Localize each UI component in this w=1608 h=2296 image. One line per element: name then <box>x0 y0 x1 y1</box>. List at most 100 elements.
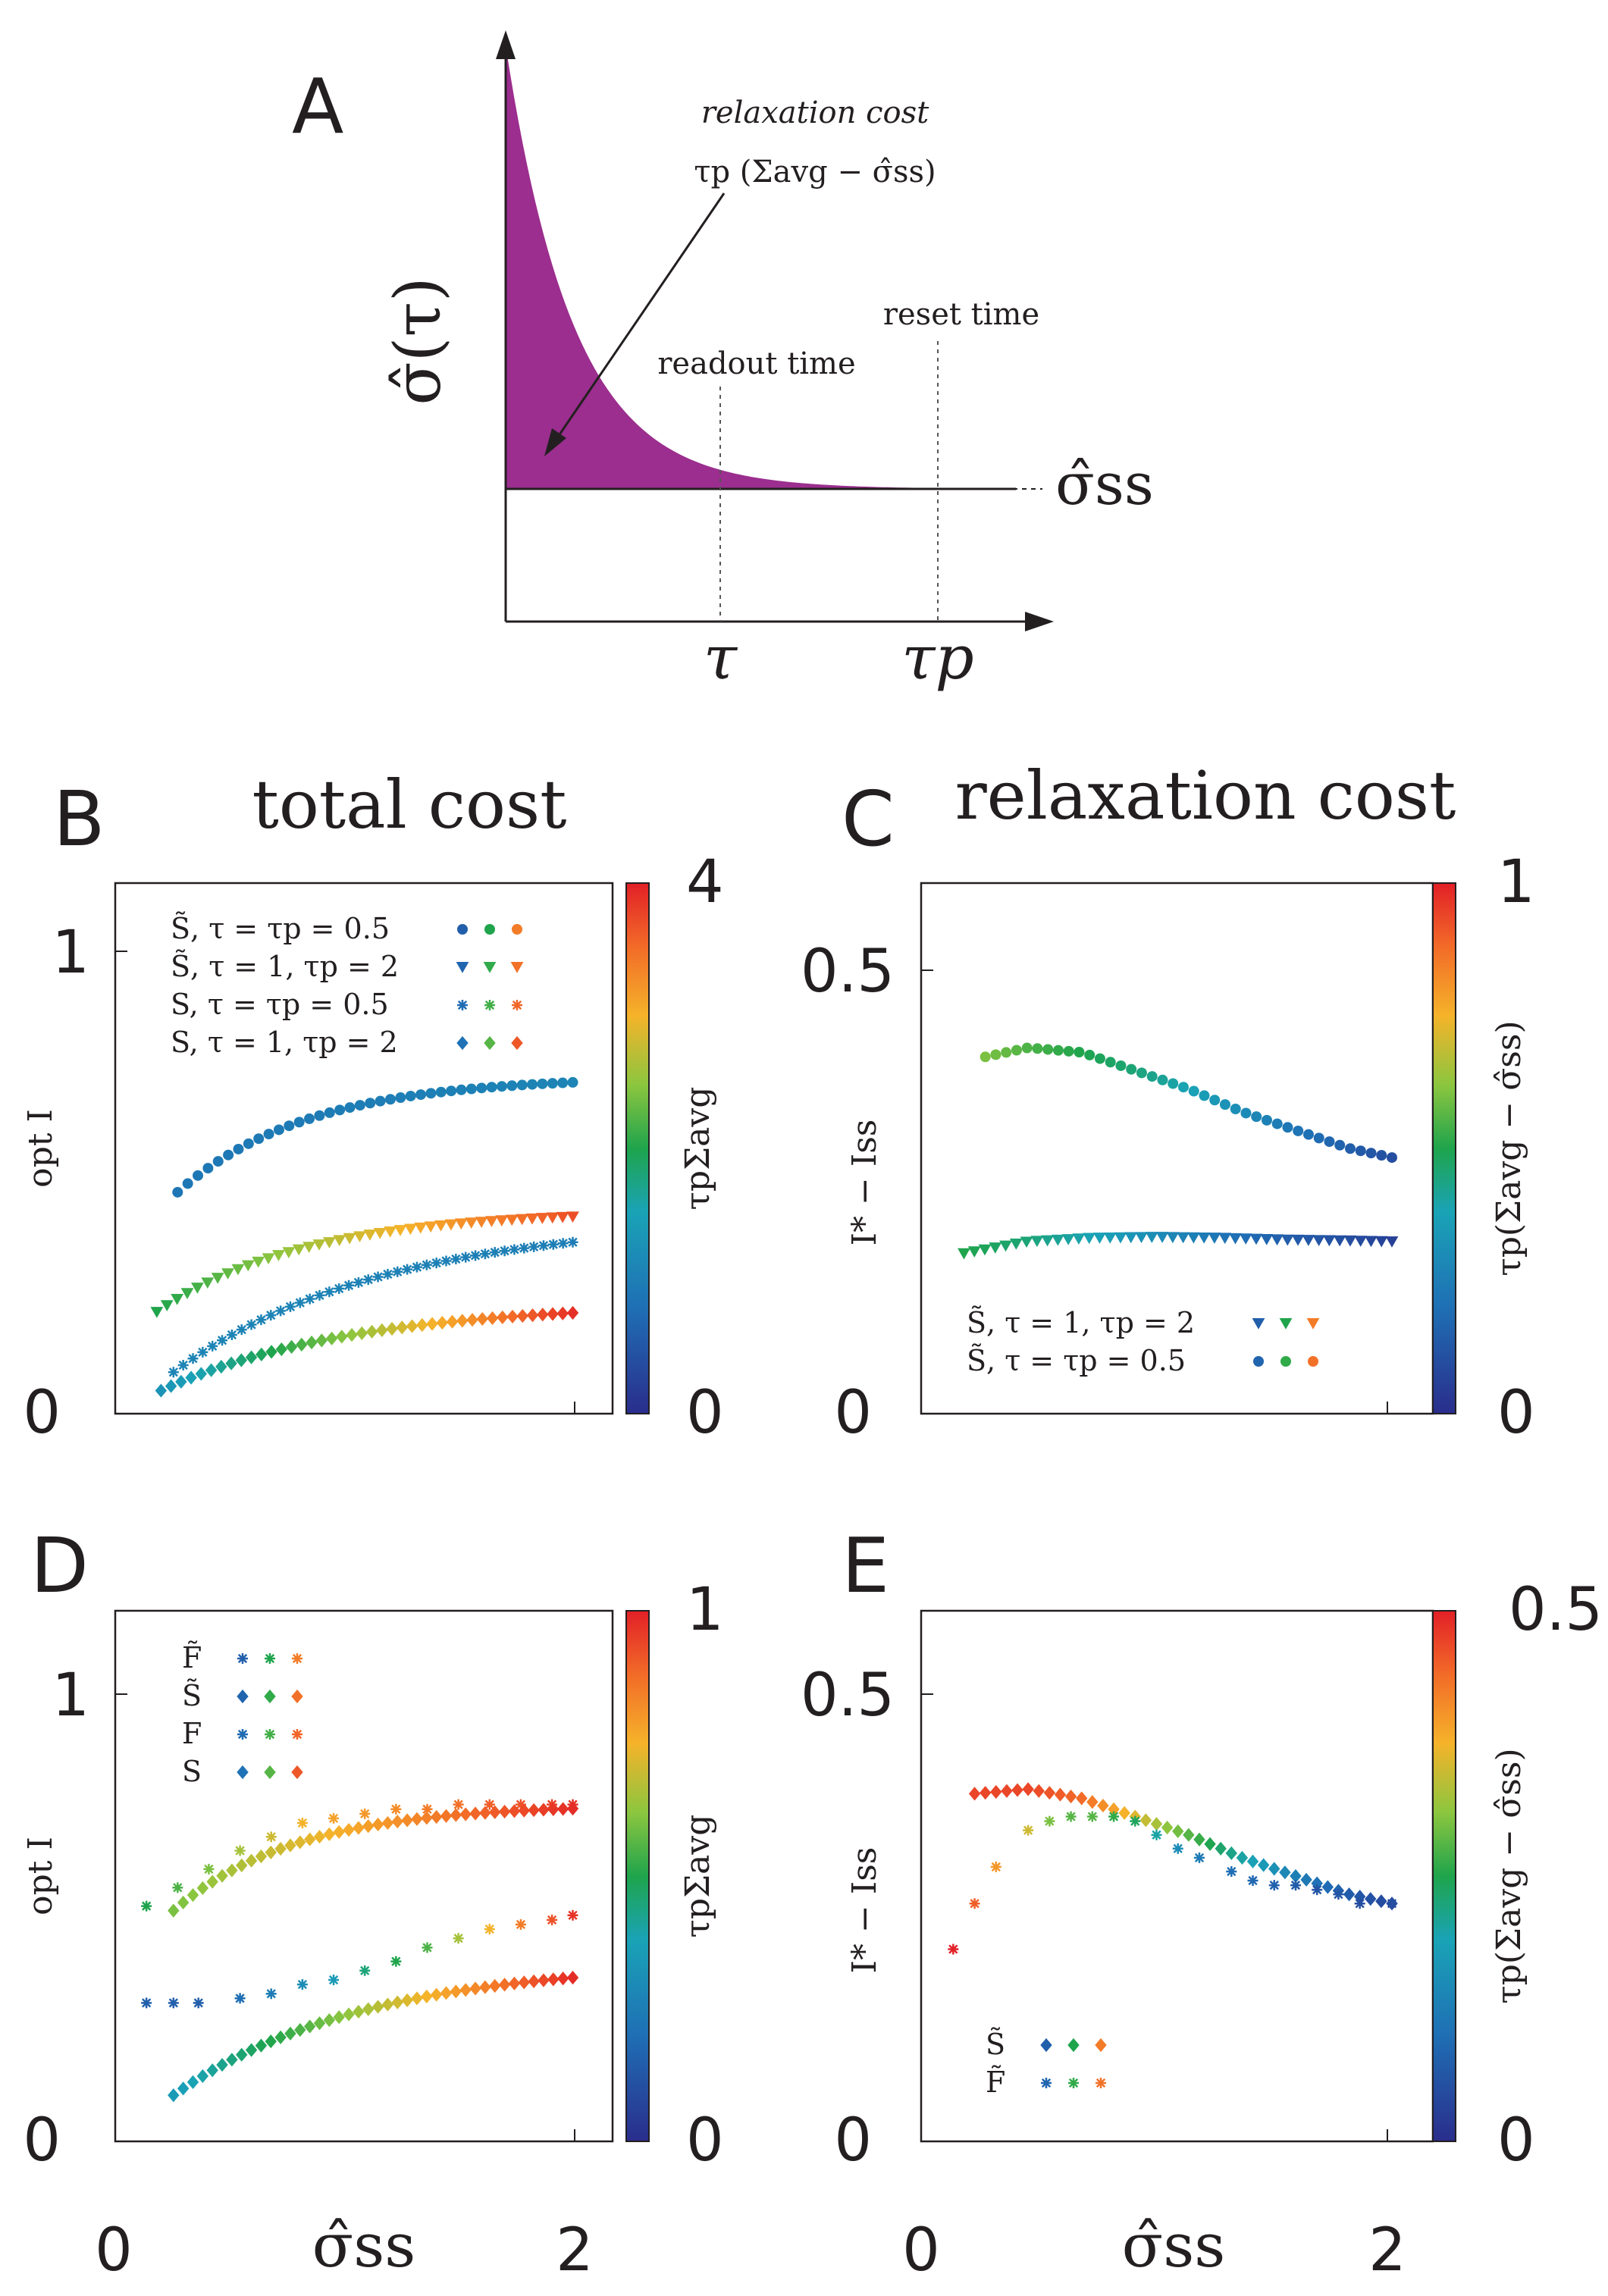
panel-b-series-3-point <box>416 1317 428 1333</box>
panel-label-e: E <box>842 1521 889 1610</box>
panel-e-colorbar <box>1432 1610 1456 2142</box>
panel-b-series-3-point <box>205 1363 218 1377</box>
panel-d-series-3-point <box>313 2016 326 2031</box>
panel-c-series-1-point <box>1260 1234 1274 1245</box>
readout-time-label: readout time <box>657 346 855 381</box>
annotation-arrowhead <box>544 428 566 456</box>
panel-b-series-3-point <box>175 1374 187 1389</box>
panel-b-series-3-point <box>356 1326 368 1340</box>
panel-e-series-0-point <box>1204 1837 1216 1851</box>
panel-d-series-1-point <box>381 1815 394 1831</box>
panel-b-series-1-point <box>322 1237 336 1248</box>
panel-d-series-3-point <box>381 1997 394 2012</box>
panel-b-series-0-point <box>435 1086 447 1098</box>
panel-b-series-0-point <box>293 1117 305 1128</box>
panel-b-series-2-point <box>236 1324 247 1336</box>
panel-d-series-0-point <box>203 1863 215 1875</box>
panel-d-series-0-point <box>328 1812 340 1824</box>
panel-e-ytick-label-0: 0 <box>834 2106 872 2175</box>
panel-c-series-1-point <box>978 1244 992 1256</box>
legend-c-1: S̃, τ = τp = 0.5 <box>967 1344 1186 1377</box>
panel-d-marks <box>141 1799 579 2103</box>
panel-e-series-0-point <box>1257 1858 1270 1872</box>
panel-c-series-1-point <box>1197 1232 1211 1244</box>
panel-b-series-2-point <box>547 1239 559 1250</box>
panel-d-series-3-point <box>362 2002 375 2016</box>
panel-d-series-2-point <box>328 1974 340 1985</box>
panel-b-series-3-point <box>547 1307 559 1321</box>
legend-e-1: F̃ <box>986 2066 1005 2099</box>
panel-b-series-1-point <box>171 1293 184 1305</box>
panel-e-frame <box>920 1609 1434 2143</box>
panel-d-series-1-point <box>313 1829 326 1844</box>
panel-d-series-1-point <box>411 1812 423 1826</box>
panel-b-series-1-point <box>384 1226 397 1238</box>
panel-b-series-3-point <box>446 1314 459 1329</box>
panel-e-series-0-point <box>1022 1782 1034 1796</box>
panel-d-series-3-point <box>401 1993 413 2007</box>
panel-d-series-3-point <box>245 2043 258 2057</box>
panel-b-legend-marker-2 <box>512 1000 522 1010</box>
panel-e-series-1-point <box>1354 1898 1365 1909</box>
legend-b-1: S̃, τ = 1, τp = 2 <box>171 950 399 983</box>
panel-d-series-3-point <box>459 1983 472 1997</box>
panel-d-series-1-point <box>265 1845 277 1859</box>
panel-b-series-2-point <box>177 1360 189 1371</box>
panel-d-series-3-point <box>303 2019 316 2034</box>
panel-c-cbar-label: τp(Σavg − σ̂ss) <box>1490 1020 1528 1276</box>
panel-d-cbar-label: τpΣavg <box>679 1815 717 1938</box>
panel-e-legend-marker-1 <box>1068 2078 1079 2088</box>
panel-d-legend: F̃ S̃ F S <box>182 1641 303 1788</box>
panel-b-series-2-point <box>392 1266 403 1277</box>
panel-b-series-3-point <box>325 1331 338 1345</box>
panel-b-series-3-point <box>386 1321 398 1336</box>
panel-b-series-2-point <box>528 1241 540 1252</box>
panel-e-xtick-label-2: 2 <box>1368 2216 1406 2285</box>
panel-b-legend-marker-0 <box>512 924 522 935</box>
panel-c-series-0-point <box>980 1051 991 1063</box>
panel-b-series-1-point <box>241 1260 255 1272</box>
panel-e-series-0-point <box>1375 1894 1387 1909</box>
panel-b-series-0-point <box>516 1079 528 1091</box>
panel-d-series-1-point <box>421 1811 433 1825</box>
panel-d-series-3-point <box>353 2004 365 2019</box>
legend-e-0: S̃ <box>986 2028 1005 2061</box>
panel-d-series-1-point <box>187 1887 199 1903</box>
panel-c-series-1-point <box>999 1240 1012 1252</box>
panel-d-series-1-point <box>538 1803 550 1817</box>
panel-b-series-3-point <box>436 1315 448 1330</box>
panel-b-series-3-point <box>537 1308 549 1322</box>
panel-d-series-1-point <box>401 1813 413 1828</box>
panel-b-series-3-point <box>566 1305 579 1320</box>
panel-b-series-2-point <box>470 1250 481 1261</box>
panel-d-series-2-point <box>567 1909 578 1921</box>
panel-c-series-0-point <box>1074 1046 1085 1057</box>
panel-b-series-2-point <box>402 1264 413 1275</box>
panel-c-series-0-point <box>1271 1118 1283 1129</box>
panel-c-series-1-point <box>1177 1232 1190 1244</box>
legend-b-2: S, τ = τp = 0.5 <box>171 988 389 1021</box>
panel-d-xtick-label-0: 0 <box>95 2216 133 2285</box>
panel-b-series-2-point <box>509 1244 520 1255</box>
panel-b-series-0-point <box>465 1083 477 1095</box>
panel-b-series-2-point <box>275 1305 287 1317</box>
panel-e-legend-marker-1 <box>1041 2078 1052 2088</box>
panel-b-series-3-point <box>185 1370 197 1385</box>
panel-d-series-1-point <box>236 1858 248 1872</box>
panel-e-series-1-point <box>1151 1829 1162 1840</box>
panel-d-series-1-point <box>177 1895 190 1910</box>
panel-b-series-2-point <box>343 1280 355 1291</box>
panel-b-series-2-point <box>255 1314 267 1326</box>
panel-e-series-0-point <box>979 1786 992 1800</box>
panel-d-legend-marker-1 <box>264 1689 276 1704</box>
panel-e-series-1-point <box>1172 1843 1183 1854</box>
panel-b-series-2-point <box>197 1346 208 1358</box>
panel-b-series-2-point <box>353 1276 364 1288</box>
panel-c-series-0-point <box>1365 1148 1377 1159</box>
panel-b-series-1-point <box>292 1244 306 1256</box>
panel-c-legend-marker-1 <box>1280 1356 1291 1367</box>
panel-c-series-1-point <box>1343 1235 1357 1247</box>
panel-c-series-0-point <box>1042 1044 1054 1055</box>
panel-b-series-2-point <box>265 1310 277 1321</box>
panel-c-legend-marker-1 <box>1253 1356 1264 1367</box>
